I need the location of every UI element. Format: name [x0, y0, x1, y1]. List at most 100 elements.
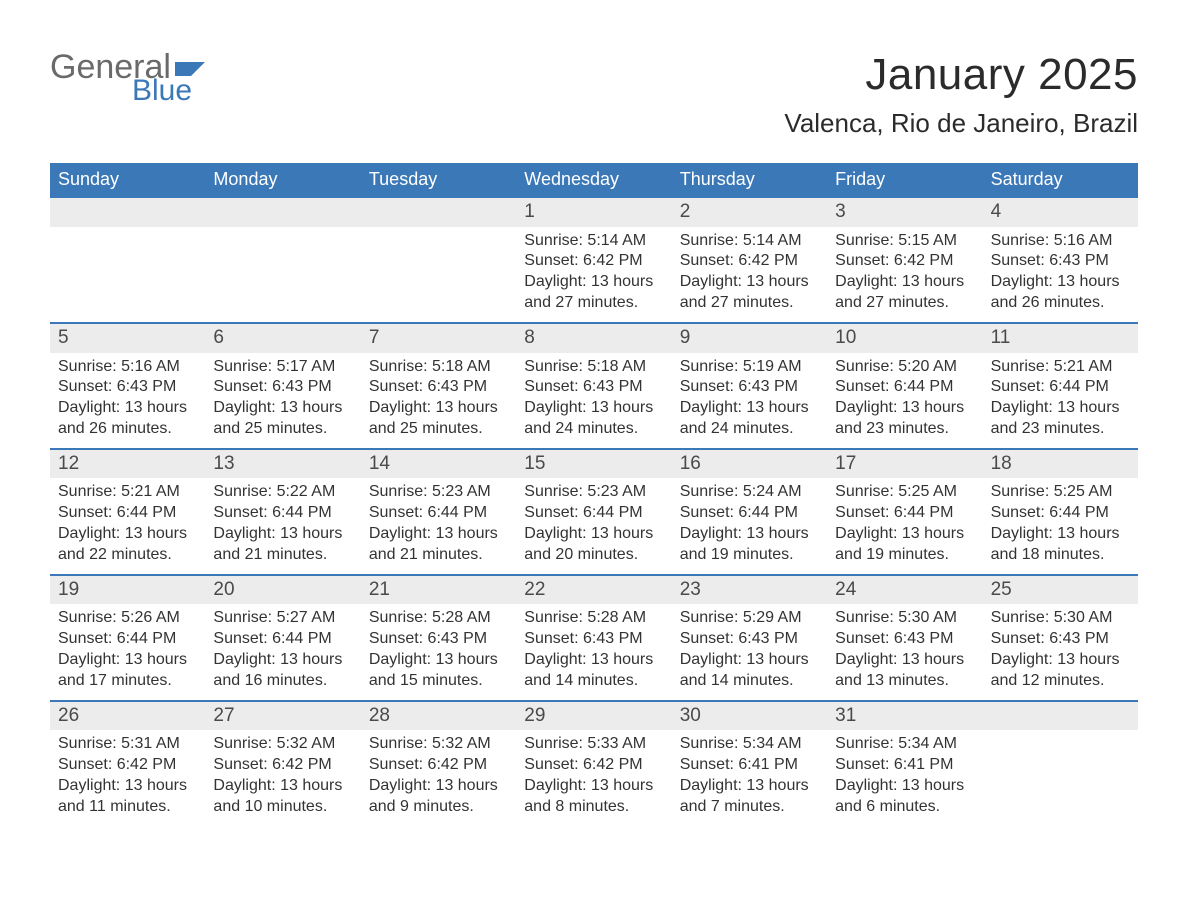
daylight-line: Daylight: 13 hours and 26 minutes.	[991, 272, 1130, 314]
sunrise-line: Sunrise: 5:23 AM	[524, 482, 663, 503]
daylight-line: Daylight: 13 hours and 27 minutes.	[835, 272, 974, 314]
day-number: 31	[827, 702, 982, 731]
sunrise-line: Sunrise: 5:16 AM	[991, 231, 1130, 252]
day-number: 12	[50, 450, 205, 479]
sunset-line: Sunset: 6:43 PM	[213, 377, 352, 398]
day-number: 22	[516, 576, 671, 605]
sunrise-line: Sunrise: 5:29 AM	[680, 608, 819, 629]
title-block: January 2025 Valenca, Rio de Janeiro, Br…	[784, 50, 1138, 139]
sunrise-line: Sunrise: 5:19 AM	[680, 357, 819, 378]
sunrise-line: Sunrise: 5:32 AM	[369, 734, 508, 755]
daylight-line: Daylight: 13 hours and 14 minutes.	[680, 650, 819, 692]
weekday-sunday: Sunday	[50, 163, 205, 198]
day-cell: 9Sunrise: 5:19 AMSunset: 6:43 PMDaylight…	[672, 324, 827, 448]
daylight-line: Daylight: 13 hours and 22 minutes.	[58, 524, 197, 566]
day-number: 10	[827, 324, 982, 353]
day-number: 2	[672, 198, 827, 227]
sunset-line: Sunset: 6:44 PM	[991, 377, 1130, 398]
sunset-line: Sunset: 6:43 PM	[58, 377, 197, 398]
day-cell: 12Sunrise: 5:21 AMSunset: 6:44 PMDayligh…	[50, 450, 205, 574]
day-number: 16	[672, 450, 827, 479]
sunrise-line: Sunrise: 5:23 AM	[369, 482, 508, 503]
weekday-header-row: Sunday Monday Tuesday Wednesday Thursday…	[50, 163, 1138, 198]
day-number: 17	[827, 450, 982, 479]
daylight-line: Daylight: 13 hours and 17 minutes.	[58, 650, 197, 692]
sunset-line: Sunset: 6:42 PM	[213, 755, 352, 776]
day-cell: 4Sunrise: 5:16 AMSunset: 6:43 PMDaylight…	[983, 198, 1138, 322]
day-number: 9	[672, 324, 827, 353]
sunrise-line: Sunrise: 5:33 AM	[524, 734, 663, 755]
sunset-line: Sunset: 6:44 PM	[835, 503, 974, 524]
day-cell	[205, 198, 360, 322]
day-number: 8	[516, 324, 671, 353]
sunrise-line: Sunrise: 5:32 AM	[213, 734, 352, 755]
day-number: 5	[50, 324, 205, 353]
daylight-line: Daylight: 13 hours and 12 minutes.	[991, 650, 1130, 692]
day-cell	[361, 198, 516, 322]
sunrise-line: Sunrise: 5:28 AM	[524, 608, 663, 629]
sunset-line: Sunset: 6:44 PM	[991, 503, 1130, 524]
daylight-line: Daylight: 13 hours and 8 minutes.	[524, 776, 663, 818]
day-cell: 27Sunrise: 5:32 AMSunset: 6:42 PMDayligh…	[205, 702, 360, 826]
day-cell: 26Sunrise: 5:31 AMSunset: 6:42 PMDayligh…	[50, 702, 205, 826]
day-cell: 14Sunrise: 5:23 AMSunset: 6:44 PMDayligh…	[361, 450, 516, 574]
weekday-monday: Monday	[205, 163, 360, 198]
sunrise-line: Sunrise: 5:17 AM	[213, 357, 352, 378]
day-cell: 13Sunrise: 5:22 AMSunset: 6:44 PMDayligh…	[205, 450, 360, 574]
daylight-line: Daylight: 13 hours and 25 minutes.	[369, 398, 508, 440]
sunset-line: Sunset: 6:44 PM	[680, 503, 819, 524]
daylight-line: Daylight: 13 hours and 27 minutes.	[680, 272, 819, 314]
day-number: 15	[516, 450, 671, 479]
day-cell: 3Sunrise: 5:15 AMSunset: 6:42 PMDaylight…	[827, 198, 982, 322]
weekday-tuesday: Tuesday	[361, 163, 516, 198]
daylight-line: Daylight: 13 hours and 11 minutes.	[58, 776, 197, 818]
daylight-line: Daylight: 13 hours and 27 minutes.	[524, 272, 663, 314]
logo: General Blue	[50, 50, 205, 106]
logo-word-blue: Blue	[132, 76, 192, 106]
sunset-line: Sunset: 6:42 PM	[524, 251, 663, 272]
daylight-line: Daylight: 13 hours and 16 minutes.	[213, 650, 352, 692]
day-number: 19	[50, 576, 205, 605]
day-cell: 5Sunrise: 5:16 AMSunset: 6:43 PMDaylight…	[50, 324, 205, 448]
sunrise-line: Sunrise: 5:22 AM	[213, 482, 352, 503]
sunrise-line: Sunrise: 5:15 AM	[835, 231, 974, 252]
sunset-line: Sunset: 6:42 PM	[58, 755, 197, 776]
month-title: January 2025	[784, 50, 1138, 100]
daylight-line: Daylight: 13 hours and 6 minutes.	[835, 776, 974, 818]
week-row: 5Sunrise: 5:16 AMSunset: 6:43 PMDaylight…	[50, 322, 1138, 448]
day-number: 4	[983, 198, 1138, 227]
sunset-line: Sunset: 6:44 PM	[213, 629, 352, 650]
location-subtitle: Valenca, Rio de Janeiro, Brazil	[784, 108, 1138, 139]
daylight-line: Daylight: 13 hours and 13 minutes.	[835, 650, 974, 692]
sunrise-line: Sunrise: 5:25 AM	[835, 482, 974, 503]
sunrise-line: Sunrise: 5:14 AM	[524, 231, 663, 252]
sunrise-line: Sunrise: 5:34 AM	[680, 734, 819, 755]
day-cell: 23 Sunrise: 5:29 AMSunset: 6:43 PMDayligh…	[672, 576, 827, 700]
sunrise-line: Sunrise: 5:30 AM	[991, 608, 1130, 629]
sunset-line: Sunset: 6:42 PM	[835, 251, 974, 272]
sunrise-line: Sunrise: 5:31 AM	[58, 734, 197, 755]
daylight-line: Daylight: 13 hours and 19 minutes.	[680, 524, 819, 566]
day-cell: 25Sunrise: 5:30 AMSunset: 6:43 PMDayligh…	[983, 576, 1138, 700]
sunset-line: Sunset: 6:43 PM	[835, 629, 974, 650]
day-cell: 31Sunrise: 5:34 AMSunset: 6:41 PMDayligh…	[827, 702, 982, 826]
day-number: 23	[672, 576, 827, 605]
sunrise-line: Sunrise: 5:25 AM	[991, 482, 1130, 503]
day-cell: 24Sunrise: 5:30 AMSunset: 6:43 PMDayligh…	[827, 576, 982, 700]
day-cell: 28Sunrise: 5:32 AMSunset: 6:42 PMDayligh…	[361, 702, 516, 826]
calendar-grid: Sunday Monday Tuesday Wednesday Thursday…	[50, 163, 1138, 825]
day-cell: 10Sunrise: 5:20 AMSunset: 6:44 PMDayligh…	[827, 324, 982, 448]
day-cell: 8Sunrise: 5:18 AMSunset: 6:43 PMDaylight…	[516, 324, 671, 448]
week-row: 26Sunrise: 5:31 AMSunset: 6:42 PMDayligh…	[50, 700, 1138, 826]
daylight-line: Daylight: 13 hours and 18 minutes.	[991, 524, 1130, 566]
day-cell: 15Sunrise: 5:23 AMSunset: 6:44 PMDayligh…	[516, 450, 671, 574]
day-cell: 2Sunrise: 5:14 AMSunset: 6:42 PMDaylight…	[672, 198, 827, 322]
sunrise-line: Sunrise: 5:30 AM	[835, 608, 974, 629]
daylight-line: Daylight: 13 hours and 21 minutes.	[213, 524, 352, 566]
daylight-line: Daylight: 13 hours and 24 minutes.	[524, 398, 663, 440]
day-cell: 16Sunrise: 5:24 AMSunset: 6:44 PMDayligh…	[672, 450, 827, 574]
sunset-line: Sunset: 6:44 PM	[835, 377, 974, 398]
day-number	[205, 198, 360, 227]
day-cell: 22Sunrise: 5:28 AMSunset: 6:43 PMDayligh…	[516, 576, 671, 700]
sunset-line: Sunset: 6:43 PM	[680, 629, 819, 650]
